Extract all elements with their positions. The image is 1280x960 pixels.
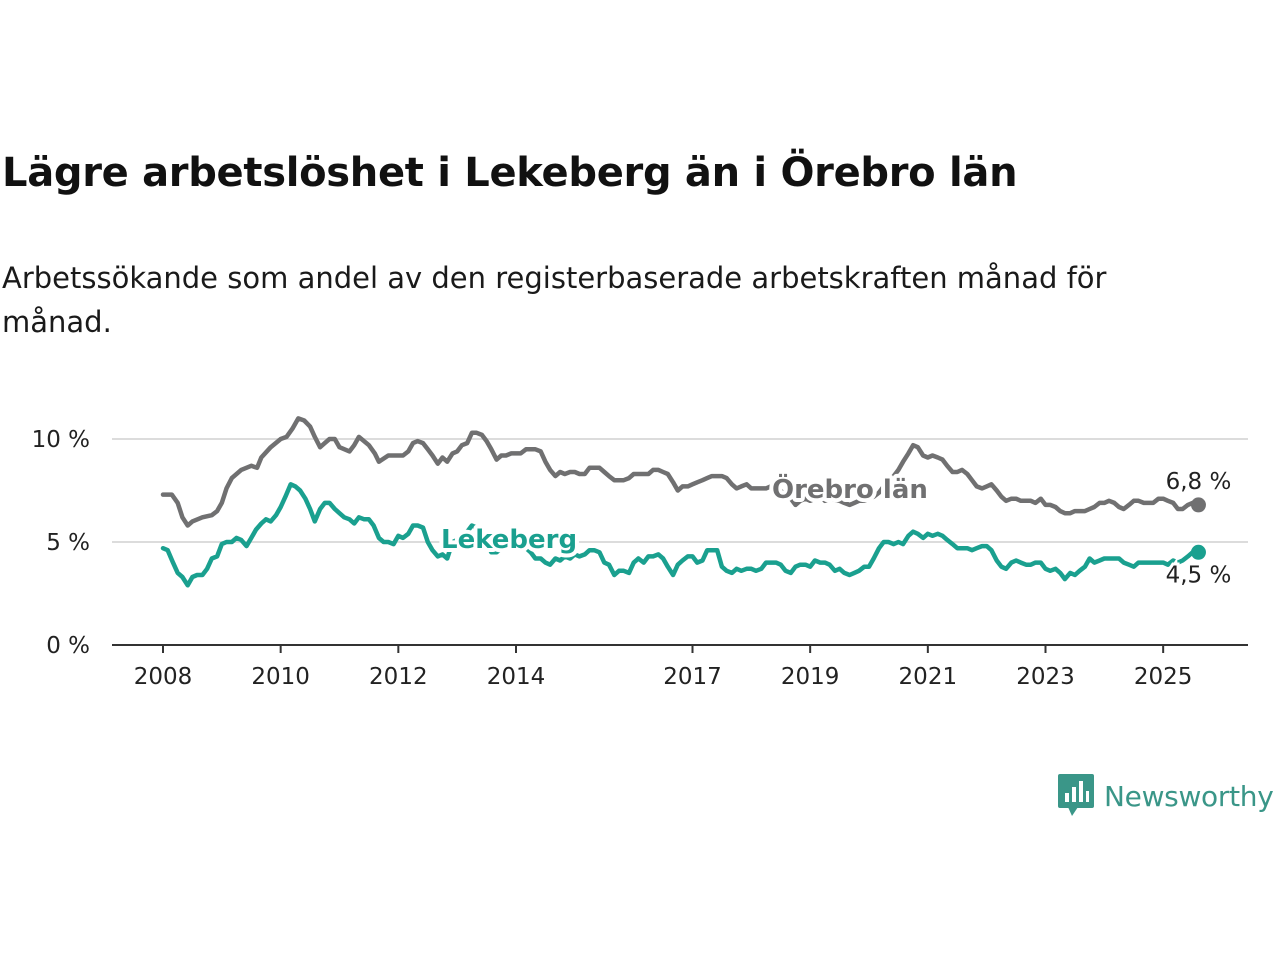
brand-name: Newsworthy xyxy=(1104,779,1274,813)
series-label-orebro-lan: Örebro län xyxy=(772,472,928,505)
newsworthy-brand[interactable]: Newsworthy xyxy=(1058,774,1274,818)
series-labels: Örebro län Lekeberg 6,8 % 4,5 % xyxy=(437,466,1234,591)
x-tick-label: 2025 xyxy=(1134,664,1193,690)
series-line-lekeberg xyxy=(160,482,1201,588)
y-axis-ticks: 0 % 5 % 10 % xyxy=(32,427,90,659)
x-tick-label: 2008 xyxy=(134,664,193,690)
end-value-label: 4,5 % xyxy=(1166,562,1232,588)
series-end-dot xyxy=(1190,544,1206,560)
grid-lines xyxy=(112,438,1248,543)
x-tick-label: 2023 xyxy=(1016,664,1075,690)
newsworthy-logo-icon xyxy=(1058,774,1094,816)
x-tick-label: 2019 xyxy=(781,664,840,690)
x-tick-label: 2012 xyxy=(369,664,428,690)
series-label-lekeberg: Lekeberg xyxy=(441,525,577,555)
x-tick-label: 2017 xyxy=(663,664,722,690)
series-line-orebro-lan xyxy=(160,416,1201,528)
y-tick-label: 5 % xyxy=(46,530,90,556)
x-axis: 2008 2010 2012 2014 2017 2019 2021 2023 2025 xyxy=(112,644,1248,690)
chart-title: Lägre arbetslöshet i Lekeberg än i Örebr… xyxy=(2,150,1018,196)
end-value-label: 6,8 % xyxy=(1166,469,1232,495)
chart-subtitle: Arbetssökande som andel av den registerb… xyxy=(2,261,1107,339)
x-tick-label: 2014 xyxy=(487,664,546,690)
y-tick-label: 10 % xyxy=(32,427,90,453)
line-chart: 0 %5 %10 % 2008 2010 2012 2014 2017 2019 2021 2… xyxy=(32,416,1248,690)
x-tick-label: 2010 xyxy=(251,664,310,690)
series-end-dot xyxy=(1190,497,1206,513)
series-group xyxy=(160,416,1206,588)
x-tick-label: 2021 xyxy=(899,664,958,690)
y-tick-label: 0 % xyxy=(46,633,90,659)
